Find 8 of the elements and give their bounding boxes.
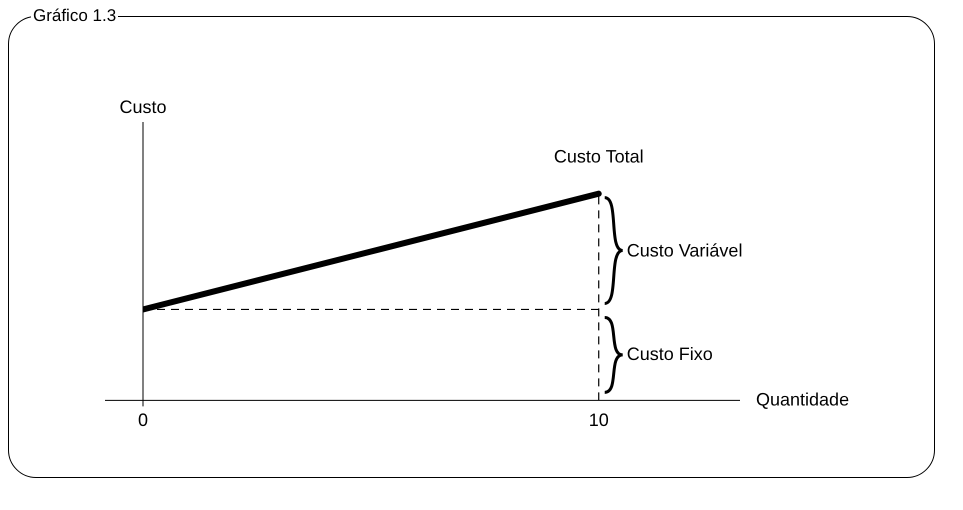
- annotation: Custo Variável: [626, 240, 742, 261]
- chart-title: Gráfico 1.3: [32, 6, 118, 26]
- y-axis-title: Custo: [119, 96, 167, 117]
- x-tick-label: 10: [588, 410, 609, 430]
- x-axis-title: Quantidade: [756, 389, 850, 410]
- annotation: Custo Fixo: [626, 344, 713, 364]
- x-tick-label: 0: [138, 410, 148, 430]
- text: Custo Total: [554, 146, 644, 167]
